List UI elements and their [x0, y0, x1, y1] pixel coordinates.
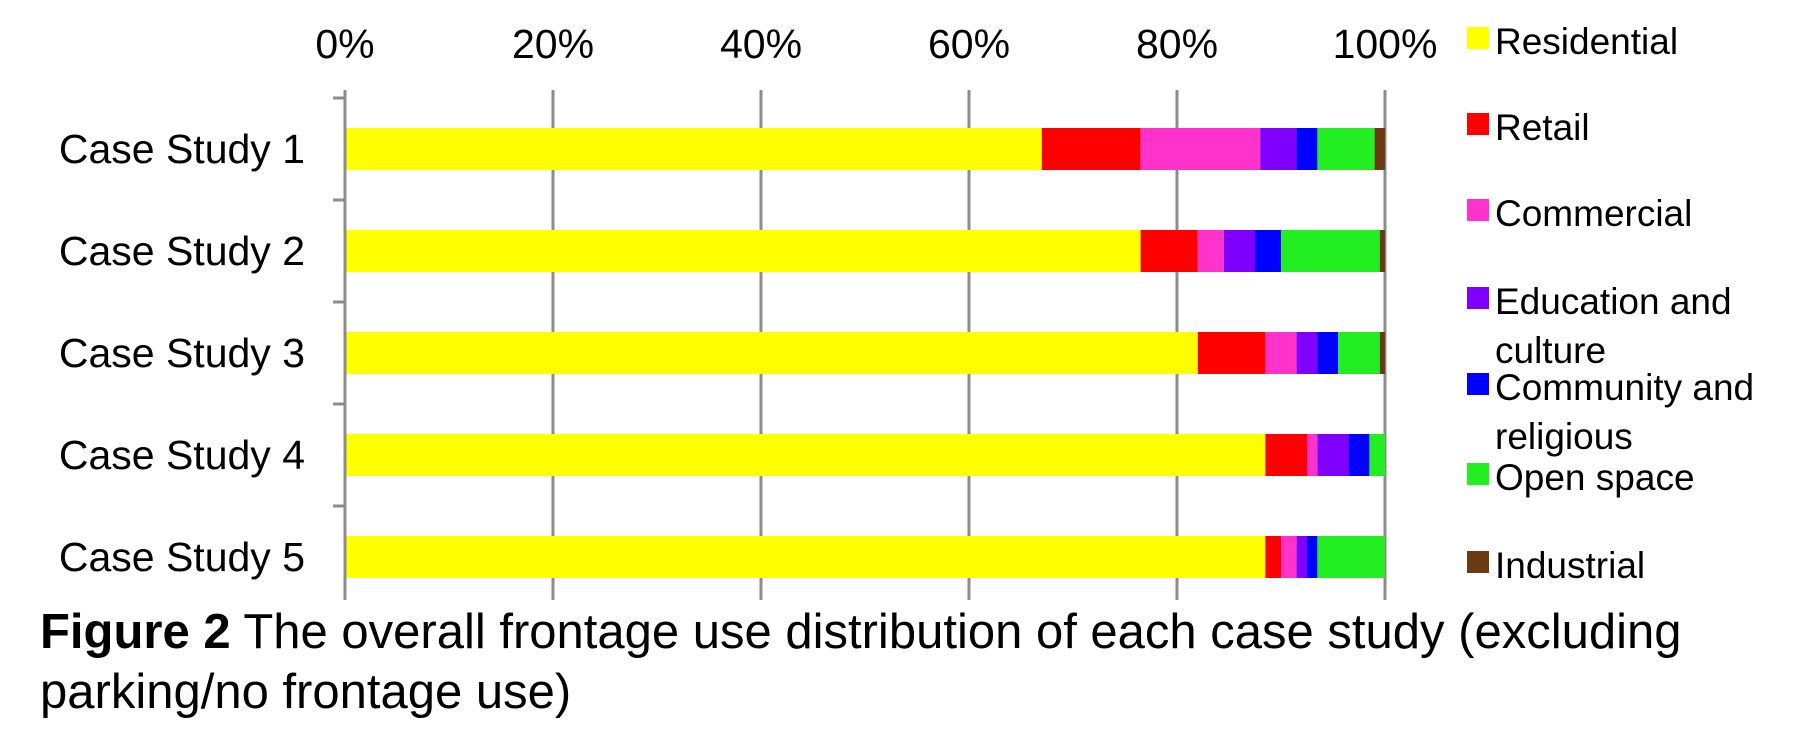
- x-tick-label: 80%: [1136, 21, 1218, 67]
- bar-segment: [345, 434, 1266, 476]
- legend-swatch: [1467, 287, 1489, 309]
- legend-swatch: [1467, 27, 1489, 49]
- legend-label: Education and: [1495, 281, 1732, 322]
- bar-segment: [1369, 434, 1385, 476]
- bars: [345, 128, 1385, 578]
- legend-label: Industrial: [1495, 545, 1645, 586]
- bar-segment: [1265, 434, 1307, 476]
- bar-segment: [1255, 230, 1281, 272]
- bar-segment: [345, 332, 1198, 374]
- x-tick-label: 20%: [512, 21, 594, 67]
- legend-swatch: [1467, 113, 1489, 135]
- bar-segment: [1197, 230, 1224, 272]
- figure-caption: Figure 2 The overall frontage use distri…: [40, 602, 1760, 722]
- legend-label: Community and: [1495, 367, 1754, 408]
- bar-segment: [1296, 536, 1307, 578]
- bar-segment: [1140, 230, 1198, 272]
- bar-segment: [1307, 536, 1318, 578]
- bar-segment: [1281, 536, 1297, 578]
- x-tick-label: 40%: [720, 21, 802, 67]
- category-label: Case Study 3: [59, 330, 305, 376]
- category-label: Case Study 5: [59, 534, 305, 580]
- bar-segment: [1296, 128, 1318, 170]
- x-tick-label: 60%: [928, 21, 1010, 67]
- bar-segment: [1379, 230, 1385, 272]
- bar-segment: [1223, 230, 1255, 272]
- category-label: Case Study 1: [59, 126, 305, 172]
- stacked-bar-chart: Case Study 1 Case Study 2 Case Study 3 Case…: [59, 21, 1754, 600]
- legend-label: Residential: [1495, 21, 1678, 62]
- bar-segment: [1281, 230, 1380, 272]
- bar-segment: [1296, 332, 1318, 374]
- legend-swatch: [1467, 463, 1489, 485]
- legend-label-continued: culture: [1495, 330, 1606, 371]
- bar-segment: [1317, 434, 1349, 476]
- caption-label: Figure 2: [40, 605, 231, 659]
- legend-label: Commercial: [1495, 193, 1692, 234]
- legend-label: Retail: [1495, 107, 1590, 148]
- bar-segment: [1338, 332, 1380, 374]
- bar-segment: [1374, 128, 1385, 170]
- bar-segment: [1379, 332, 1385, 374]
- category-axis: Case Study 1 Case Study 2 Case Study 3 Case…: [59, 90, 347, 600]
- bar-segment: [1140, 128, 1261, 170]
- bar-segment: [1317, 128, 1375, 170]
- bar-segment: [1197, 332, 1266, 374]
- x-axis-tick-labels: 0% 20% 40% 60% 80% 100%: [315, 21, 1437, 67]
- bar-segment: [1041, 128, 1141, 170]
- bar-segment: [1260, 128, 1297, 170]
- legend-swatch: [1467, 199, 1489, 221]
- bar-segment: [1307, 434, 1318, 476]
- legend-label: Open space: [1495, 457, 1695, 498]
- bar-segment: [345, 128, 1042, 170]
- legend-swatch: [1467, 373, 1489, 395]
- category-label: Case Study 4: [59, 432, 305, 478]
- bar-segment: [345, 230, 1141, 272]
- bar-segment: [1317, 332, 1339, 374]
- legend-label-continued: religious: [1495, 416, 1633, 457]
- bar-segment: [1265, 332, 1297, 374]
- bar-segment: [345, 536, 1266, 578]
- x-tick-label: 0%: [315, 21, 374, 67]
- caption-text: The overall frontage use distribution of…: [40, 605, 1682, 719]
- x-tick-label: 100%: [1333, 21, 1438, 67]
- bar-segment: [1348, 434, 1370, 476]
- bar-segment: [1265, 536, 1281, 578]
- legend: Residential Retail Commercial Education and…: [1467, 21, 1754, 586]
- category-label: Case Study 2: [59, 228, 305, 274]
- bar-segment: [1317, 536, 1385, 578]
- legend-swatch: [1467, 551, 1489, 573]
